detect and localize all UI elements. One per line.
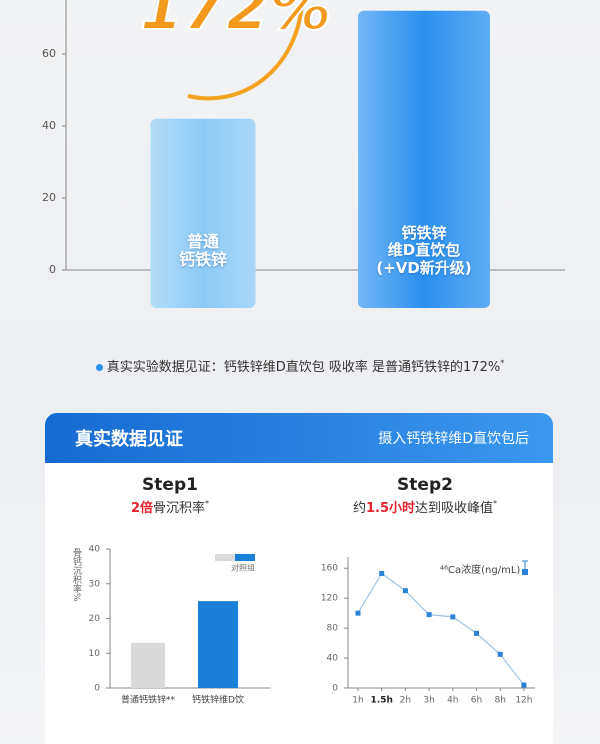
x-tick-label: 12h — [515, 696, 532, 706]
bar — [198, 601, 238, 688]
y-tick-label: 0 — [332, 684, 338, 694]
x-tick-label: 6h — [471, 696, 482, 706]
y-tick-label: 40 — [42, 119, 56, 132]
card-subtitle: 摄入钙铁锌维D直饮包后 — [378, 431, 529, 447]
y-tick-label: 0 — [49, 263, 56, 276]
step-subtitle: 2倍骨沉积率* — [131, 499, 209, 516]
step-title: Step2 — [397, 475, 453, 495]
y-tick-label: 160 — [321, 564, 338, 574]
subtitle-part: 达到吸收峰值 — [415, 500, 493, 516]
subtitle-part: 约 — [353, 501, 366, 516]
x-tick-label: 普通钙铁锌** — [121, 694, 176, 706]
subtitle-part: 1.5小时 — [366, 500, 415, 516]
step-title: Step1 — [142, 475, 198, 495]
marker — [426, 612, 432, 618]
footnote-text: 真实实验数据见证：钙铁锌维D直饮包 吸收率 是普通钙铁锌的172% — [106, 360, 501, 375]
footnote-mark: * — [500, 358, 505, 368]
marker — [474, 630, 479, 636]
subtitle-part: * — [493, 499, 497, 508]
y-tick-label: 30 — [89, 579, 101, 589]
y-tick-label: 20 — [89, 614, 101, 624]
legend-label: 对照组 — [231, 563, 255, 573]
y-tick-label: 40 — [327, 654, 339, 664]
card-title: 真实数据见证 — [75, 429, 183, 450]
x-tick-label: 1.5h — [371, 696, 393, 706]
arc — [187, 0, 304, 101]
x-tick-label: 8h — [494, 696, 505, 706]
x-tick-label: 3h — [423, 696, 434, 706]
bar-gloss — [358, 10, 490, 309]
marker — [497, 651, 503, 657]
marker — [521, 682, 527, 688]
y-tick-label: 0 — [94, 684, 100, 694]
bar-label: 钙铁锌 维D直饮包 (+VD新升级) — [376, 224, 472, 277]
x-tick-label: 钙铁锌维D饮 — [192, 694, 244, 706]
subtitle-part: * — [205, 499, 209, 508]
footnote: 真实实验数据见证：钙铁锌维D直饮包 吸收率 是普通钙铁锌的172%* — [0, 356, 600, 375]
y-tick-label: 60 — [42, 47, 56, 60]
annotation: 172% — [140, 0, 332, 44]
step-subtitle: 约1.5小时达到吸收峰值* — [353, 499, 497, 516]
y-tick-label: 40 — [89, 545, 101, 555]
subtitle-part: 2倍 — [131, 500, 153, 516]
legend-swatch — [215, 554, 235, 561]
marker — [450, 614, 456, 620]
bar-label: 普通 钙铁锌 — [178, 232, 227, 270]
legend-label: ⁴⁶Ca浓度(ng/mL) — [440, 563, 520, 576]
y-tick-label: 80 — [327, 624, 339, 634]
legend-marker — [522, 569, 528, 575]
card-header: 真实数据见证 摄入钙铁锌维D直饮包后 — [45, 413, 553, 463]
line — [357, 572, 525, 686]
x-tick-label: 2h — [400, 696, 411, 706]
legend-swatch — [235, 554, 255, 561]
x-tick-label: 4h — [447, 696, 458, 706]
card: 真实数据见证 摄入钙铁锌维D直饮包后 — [45, 413, 553, 744]
bar-gloss — [150, 118, 256, 308]
marker — [402, 588, 408, 594]
y-tick-label: 10 — [89, 649, 101, 659]
marker — [355, 610, 361, 616]
y-tick-label: 20 — [42, 191, 56, 204]
y-tick-label: 120 — [321, 594, 338, 604]
marker — [379, 570, 385, 576]
x-tick-label: 1h — [352, 696, 363, 706]
subtitle-part: 骨沉积率 — [153, 500, 205, 516]
bar — [131, 642, 165, 688]
y-label: 骨钙沉积率% — [71, 548, 82, 602]
